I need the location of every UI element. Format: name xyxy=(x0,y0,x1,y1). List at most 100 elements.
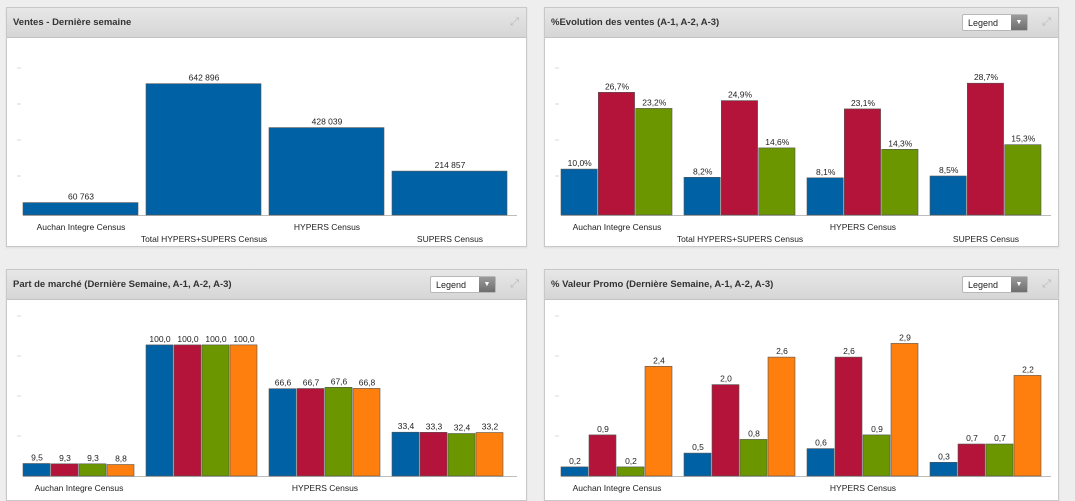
data-label: 2,2 xyxy=(1022,364,1034,374)
bar[interactable] xyxy=(966,82,1004,216)
bar[interactable] xyxy=(173,344,202,477)
data-label: 67,6 xyxy=(331,376,348,386)
bar[interactable] xyxy=(145,344,174,477)
data-label: 23,1% xyxy=(851,98,876,108)
panel-header: Ventes - Dernière semaine ⤢ xyxy=(7,8,526,38)
data-label: 0,7 xyxy=(994,433,1006,443)
sales-last-week-panel: Ventes - Dernière semaine ⤢ 60 763 Auchan… xyxy=(6,7,527,247)
bar[interactable] xyxy=(890,343,919,477)
bar[interactable] xyxy=(739,439,768,477)
data-label: 66,6 xyxy=(275,378,292,388)
data-label: 14,3% xyxy=(888,138,913,148)
bar[interactable] xyxy=(881,149,919,216)
market-share-panel: Part de marché (Dernière Semaine, A-1, A… xyxy=(6,269,527,501)
bar[interactable] xyxy=(268,388,297,477)
category-label: HYPERS Census xyxy=(294,222,360,232)
bar[interactable] xyxy=(683,452,712,477)
data-label: 0,3 xyxy=(938,451,950,461)
category-label: Total HYPERS+SUPERS Census xyxy=(677,234,803,244)
legend-dropdown[interactable]: Legend ▼ xyxy=(962,276,1028,293)
expand-icon[interactable]: ⤢ xyxy=(1042,278,1051,290)
promo-value-bar-chart: 0,2 0,9 0,2 2,4 Auchan Integre Census 0,5 2,0 0… xyxy=(555,315,1051,493)
bar[interactable] xyxy=(834,356,863,477)
bar[interactable] xyxy=(391,431,420,477)
bar[interactable] xyxy=(1013,375,1042,477)
bar[interactable] xyxy=(843,108,881,216)
bar[interactable] xyxy=(616,466,645,477)
legend-dropdown[interactable]: Legend ▼ xyxy=(430,276,496,293)
category-label: Auchan Integre Census xyxy=(37,222,126,232)
data-label: 10,0% xyxy=(568,158,593,168)
data-label: 8,8 xyxy=(115,454,127,464)
bar[interactable] xyxy=(50,463,79,477)
bar[interactable] xyxy=(475,432,504,477)
bar[interactable] xyxy=(957,443,986,477)
data-label: 0,9 xyxy=(871,424,883,434)
data-label: 33,2 xyxy=(482,422,499,432)
expand-icon[interactable]: ⤢ xyxy=(510,278,519,290)
data-label: 24,9% xyxy=(728,90,753,100)
data-label: 0,7 xyxy=(966,433,978,443)
bar[interactable] xyxy=(929,462,958,477)
category-label: SUPERS Census xyxy=(417,234,483,244)
bar[interactable] xyxy=(78,463,107,477)
bar[interactable] xyxy=(391,170,508,216)
bar[interactable] xyxy=(145,83,262,216)
bar[interactable] xyxy=(758,147,796,216)
bar[interactable] xyxy=(1004,144,1042,216)
bar[interactable] xyxy=(324,387,353,477)
bar[interactable] xyxy=(268,127,385,216)
bar[interactable] xyxy=(106,464,135,477)
chevron-down-icon: ▼ xyxy=(1011,15,1027,30)
data-label: 2,6 xyxy=(776,346,788,356)
panel-header: % Valeur Promo (Dernière Semaine, A-1, A… xyxy=(545,270,1058,300)
data-label: 0,2 xyxy=(569,456,581,466)
data-label: 214 857 xyxy=(435,160,466,170)
bar[interactable] xyxy=(806,177,844,216)
data-label: 100,0 xyxy=(149,334,171,344)
bar[interactable] xyxy=(229,344,258,477)
data-label: 428 039 xyxy=(312,117,343,127)
data-label: 0,9 xyxy=(597,424,609,434)
data-label: 32,4 xyxy=(454,423,471,433)
data-label: 100,0 xyxy=(233,334,255,344)
data-label: 8,1% xyxy=(816,167,836,177)
bar[interactable] xyxy=(929,175,967,216)
data-label: 9,5 xyxy=(31,453,43,463)
bar[interactable] xyxy=(560,466,589,477)
legend-dropdown-label: Legend xyxy=(968,18,999,28)
data-label: 9,3 xyxy=(59,453,71,463)
bar[interactable] xyxy=(352,388,381,477)
bar[interactable] xyxy=(711,384,740,477)
category-label: HYPERS Census xyxy=(292,483,358,493)
bar[interactable] xyxy=(560,168,598,216)
category-label: Auchan Integre Census xyxy=(35,483,124,493)
bar[interactable] xyxy=(721,100,758,216)
data-label: 642 896 xyxy=(189,73,220,83)
expand-icon[interactable]: ⤢ xyxy=(1042,16,1051,28)
bar[interactable] xyxy=(597,91,635,216)
bar[interactable] xyxy=(22,202,139,216)
bar[interactable] xyxy=(588,434,617,477)
expand-icon[interactable]: ⤢ xyxy=(510,16,519,28)
bar[interactable] xyxy=(201,344,230,477)
bar[interactable] xyxy=(767,356,796,477)
bar[interactable] xyxy=(22,463,51,477)
bar[interactable] xyxy=(683,177,721,216)
bar[interactable] xyxy=(296,388,325,477)
bar[interactable] xyxy=(644,366,673,477)
bar[interactable] xyxy=(635,108,673,216)
legend-dropdown[interactable]: Legend ▼ xyxy=(962,14,1028,31)
data-label: 2,6 xyxy=(843,346,855,356)
data-label: 100,0 xyxy=(205,334,227,344)
bar[interactable] xyxy=(862,434,891,477)
data-label: 14,6% xyxy=(765,137,790,147)
data-label: 0,2 xyxy=(625,456,637,466)
bar[interactable] xyxy=(985,443,1014,477)
chevron-down-icon: ▼ xyxy=(1011,277,1027,292)
bar[interactable] xyxy=(806,448,835,477)
data-label: 33,4 xyxy=(398,421,415,431)
bar[interactable] xyxy=(419,432,448,477)
data-label: 9,3 xyxy=(87,453,99,463)
bar[interactable] xyxy=(447,433,476,477)
